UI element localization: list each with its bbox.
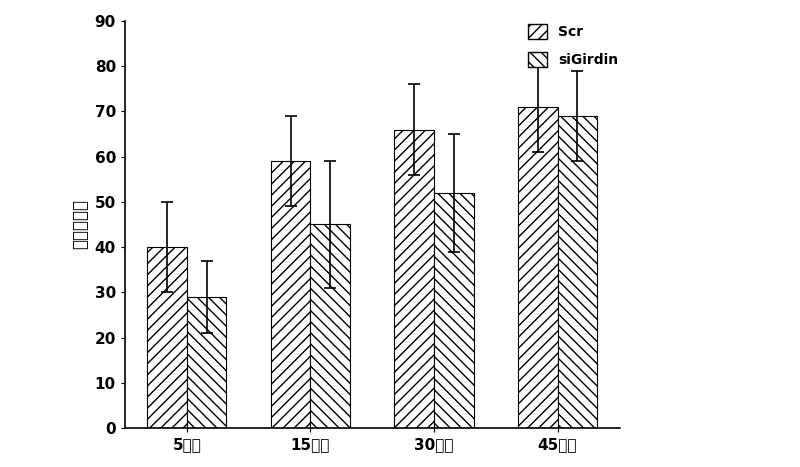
Bar: [310, 225, 350, 428]
Bar: [271, 161, 310, 428]
Bar: [394, 129, 434, 428]
Bar: [434, 193, 474, 428]
Bar: [518, 107, 558, 428]
Bar: [187, 297, 226, 428]
Bar: [558, 116, 597, 428]
Bar: [147, 247, 187, 428]
Legend: Scr, siGirdin: Scr, siGirdin: [523, 20, 622, 71]
Y-axis label: 粘附细胞数: 粘附细胞数: [71, 199, 89, 249]
